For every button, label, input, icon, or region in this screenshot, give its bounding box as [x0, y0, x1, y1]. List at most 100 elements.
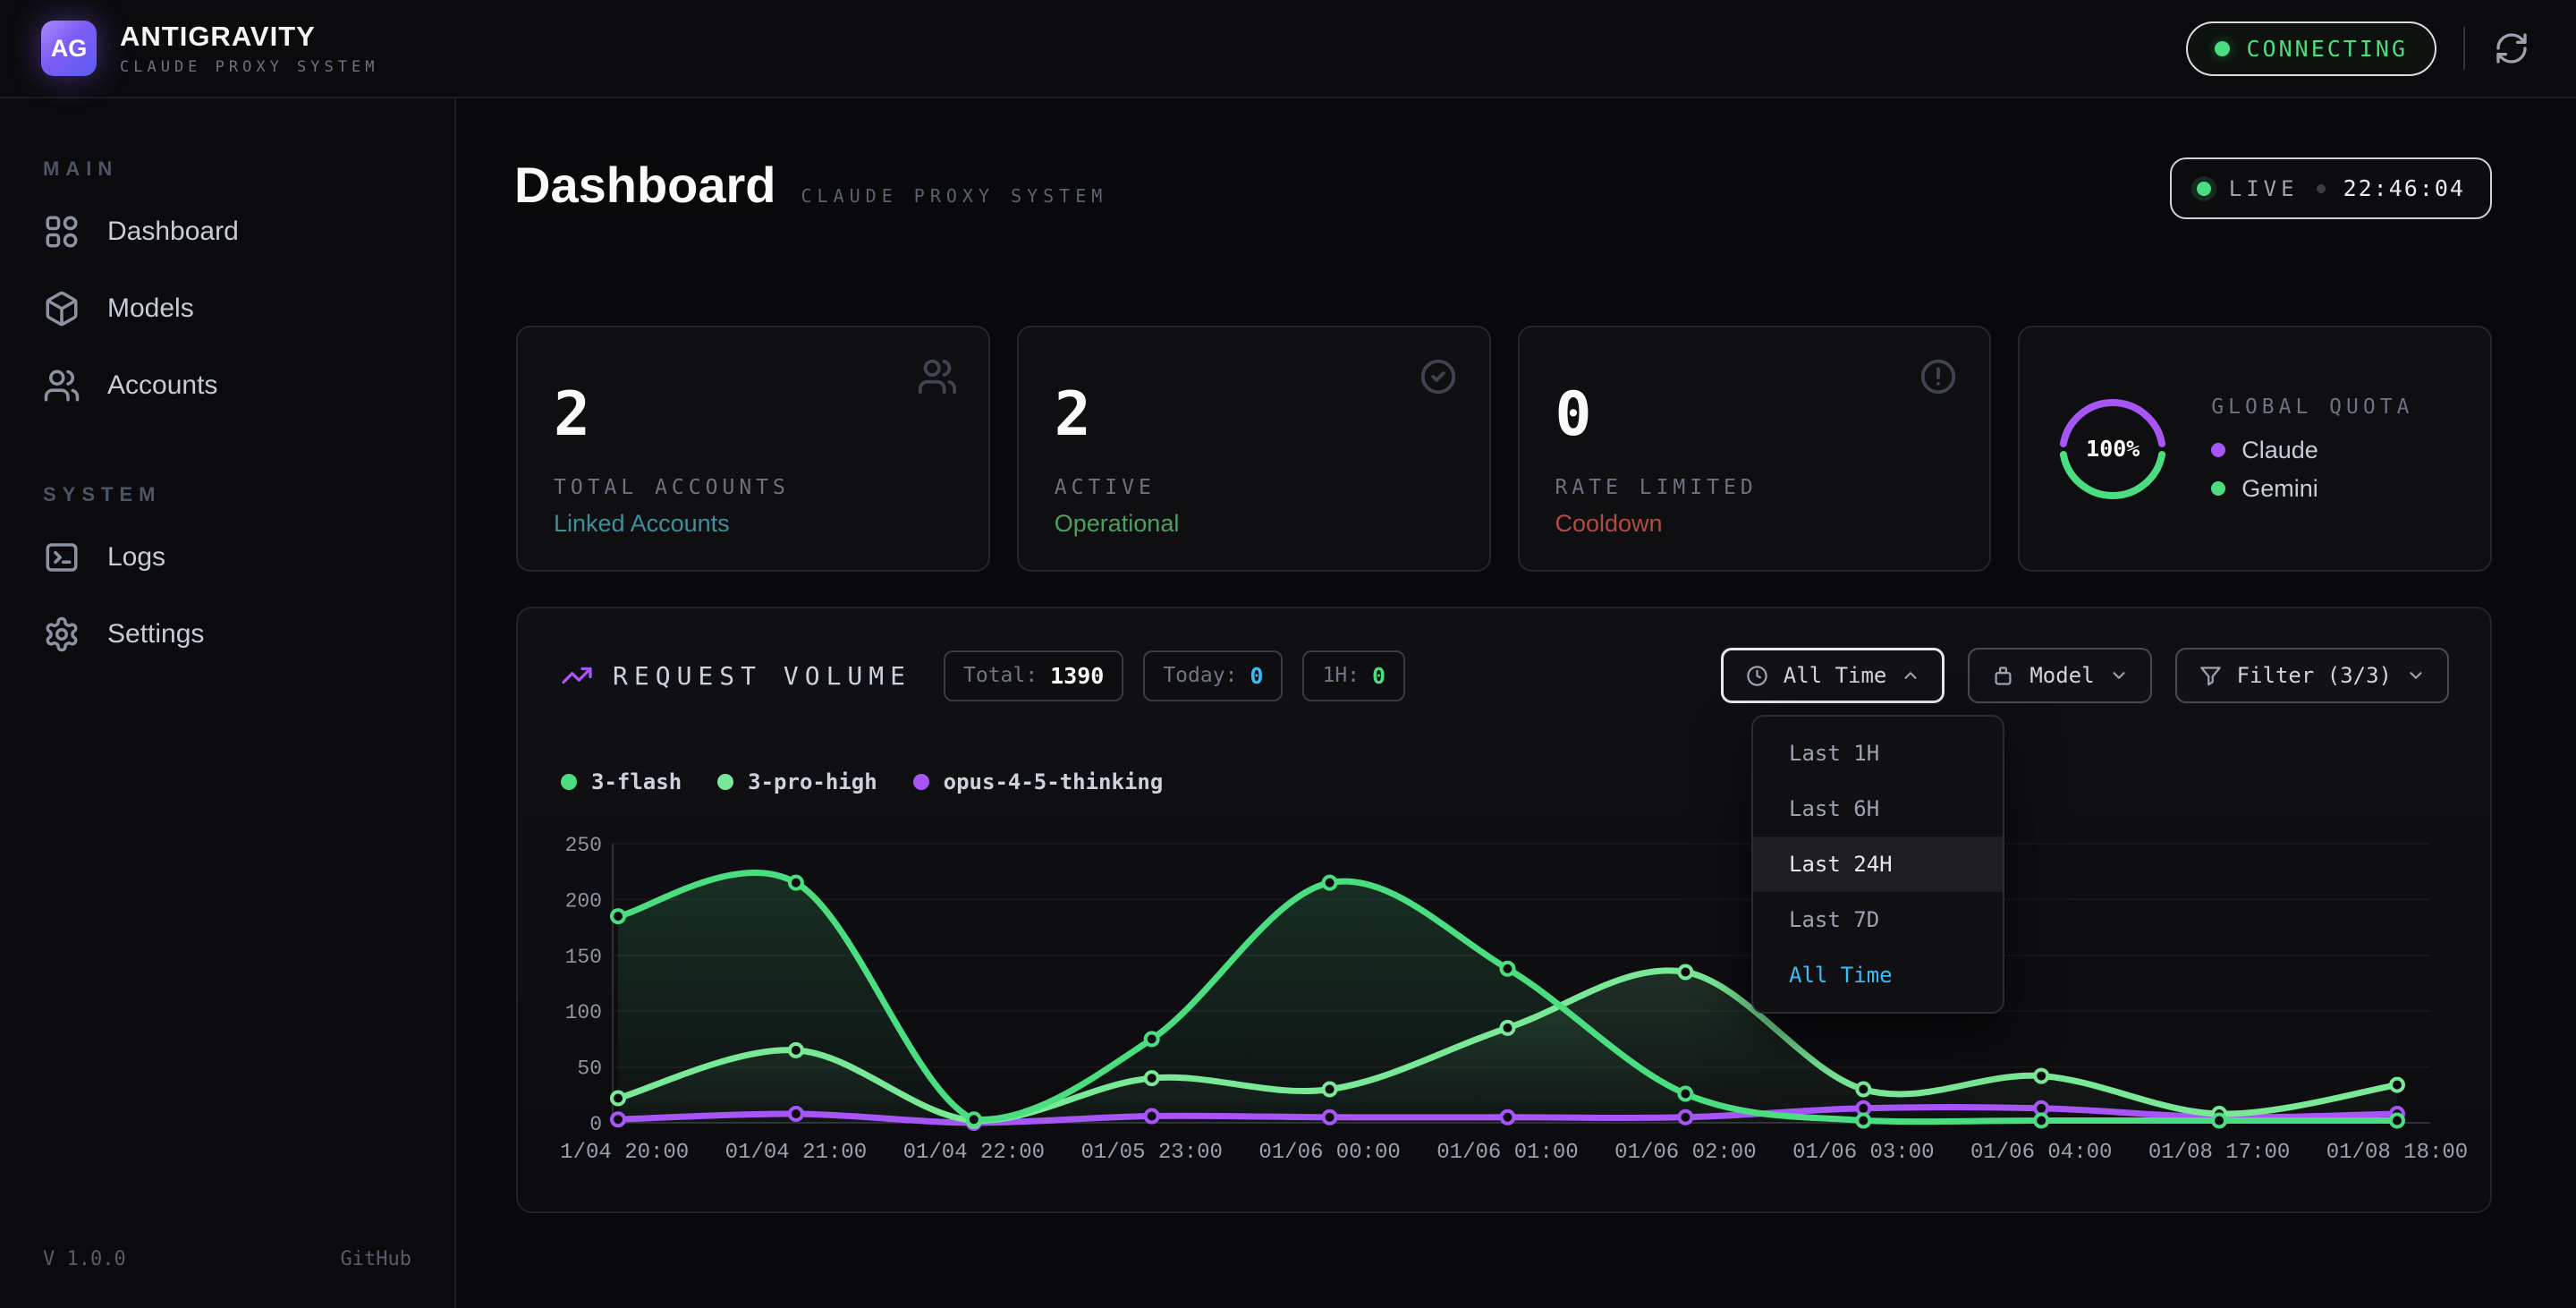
svg-text:150: 150 — [565, 946, 602, 969]
time-range-dropdown: Last 1H Last 6H Last 24H Last 7D All Tim… — [1751, 715, 2004, 1014]
stat-label: ACTIVE — [1055, 476, 1453, 499]
clock-icon — [1745, 664, 1769, 688]
app-header: AG ANTIGRAVITY CLAUDE PROXY SYSTEM CONNE… — [0, 0, 2576, 98]
live-clock: 22:46:04 — [2343, 175, 2465, 201]
request-volume-chart: 05010015020025001/04 20:0001/04 21:0001/… — [561, 825, 2479, 1183]
quota-label: GLOBAL QUOTA — [2211, 395, 2413, 419]
sidebar-item-label: Logs — [107, 542, 165, 573]
svg-text:200: 200 — [565, 889, 602, 913]
card-total-accounts: 2 TOTAL ACCOUNTS Linked Accounts — [516, 326, 990, 572]
legend-item-3-flash: 3-flash — [561, 769, 682, 794]
legend-label: 3-flash — [591, 769, 682, 794]
stat-value: 0 — [1555, 385, 1954, 446]
time-range-button[interactable]: All Time — [1721, 648, 1945, 703]
menu-item-all-time[interactable]: All Time — [1753, 947, 2003, 1003]
grid-icon — [43, 213, 80, 251]
panel-title: REQUEST VOLUME — [613, 661, 911, 691]
chip-value: 1390 — [1050, 663, 1104, 689]
sidebar-item-label: Models — [107, 293, 194, 324]
live-label: LIVE — [2229, 176, 2299, 201]
users-icon — [43, 367, 80, 404]
series-dot — [913, 774, 929, 790]
sidebar-item-accounts[interactable]: Accounts — [21, 347, 433, 424]
live-separator-dot — [2317, 184, 2326, 193]
sidebar-item-logs[interactable]: Logs — [21, 519, 433, 596]
stat-cards-row: 2 TOTAL ACCOUNTS Linked Accounts 2 ACTIV… — [516, 326, 2492, 551]
github-link[interactable]: GitHub — [341, 1248, 411, 1270]
model-filter-label: Model — [2029, 663, 2094, 688]
svg-text:01/08 17:00: 01/08 17:00 — [2148, 1141, 2290, 1165]
gemini-dot — [2211, 481, 2225, 496]
chip-label: Today: — [1163, 664, 1237, 687]
menu-item-last-6h[interactable]: Last 6H — [1753, 781, 2003, 837]
chevron-down-icon — [2406, 666, 2426, 685]
request-volume-panel: REQUEST VOLUME Total: 1390 Today: 0 1H: … — [516, 607, 2492, 1213]
svg-text:01/04 22:00: 01/04 22:00 — [903, 1141, 1045, 1165]
svg-text:01/06 01:00: 01/06 01:00 — [1436, 1141, 1578, 1165]
quota-legend-gemini: Gemini — [2211, 475, 2413, 503]
legend-label: 3-pro-high — [748, 769, 877, 794]
gear-icon — [43, 616, 80, 653]
filter-button[interactable]: Filter (3/3) — [2175, 648, 2449, 703]
quota-legend-label: Claude — [2241, 437, 2318, 464]
page-subtitle: CLAUDE PROXY SYSTEM — [801, 185, 1108, 207]
quota-donut: 100% — [2055, 392, 2170, 506]
live-status-badge: LIVE 22:46:04 — [2170, 157, 2492, 219]
sidebar-item-dashboard[interactable]: Dashboard — [21, 193, 433, 270]
app-title: ANTIGRAVITY — [120, 21, 378, 53]
svg-text:01/04 21:00: 01/04 21:00 — [725, 1141, 867, 1165]
sidebar-item-settings[interactable]: Settings — [21, 596, 433, 673]
live-dot — [2197, 182, 2211, 196]
stat-sublabel: Operational — [1055, 510, 1453, 538]
svg-text:01/08 18:00: 01/08 18:00 — [2326, 1141, 2468, 1165]
menu-item-last-24h[interactable]: Last 24H — [1753, 837, 2003, 892]
menu-item-last-1h[interactable]: Last 1H — [1753, 726, 2003, 781]
sidebar-section-main: MAIN — [43, 157, 454, 181]
stat-label: TOTAL ACCOUNTS — [554, 476, 953, 499]
version-label: V 1.0.0 — [43, 1248, 126, 1270]
model-filter-button[interactable]: Model — [1968, 648, 2151, 703]
quota-legend-label: Gemini — [2241, 475, 2318, 503]
sidebar-item-label: Dashboard — [107, 217, 239, 247]
cube-icon — [43, 290, 80, 327]
card-global-quota: 100% GLOBAL QUOTA Claude Gemini — [2018, 326, 2492, 572]
header-divider — [2463, 27, 2465, 70]
main-content: Dashboard CLAUDE PROXY SYSTEM LIVE 22:46… — [456, 98, 2576, 1308]
sidebar-item-label: Settings — [107, 619, 204, 650]
filter-label: Filter (3/3) — [2237, 663, 2392, 688]
total-chip: Total: 1390 — [944, 650, 1123, 701]
chevron-down-icon — [2109, 666, 2129, 685]
stat-value: 2 — [554, 385, 953, 446]
refresh-button[interactable] — [2492, 29, 2531, 68]
app-subtitle: CLAUDE PROXY SYSTEM — [120, 58, 378, 76]
stat-value: 2 — [1055, 385, 1453, 446]
chip-value: 0 — [1372, 663, 1385, 689]
chart-legend: 3-flash 3-pro-high opus-4-5-thinking — [561, 769, 1163, 794]
sidebar-item-label: Accounts — [107, 370, 217, 401]
svg-text:0: 0 — [589, 1113, 602, 1136]
sidebar-section-system: SYSTEM — [43, 483, 454, 506]
today-chip: Today: 0 — [1143, 650, 1283, 701]
chip-value: 0 — [1250, 663, 1263, 689]
terminal-icon — [43, 539, 80, 576]
app-logo: AG — [41, 21, 97, 76]
claude-dot — [2211, 443, 2225, 457]
quota-percent: 100% — [2055, 392, 2170, 506]
svg-text:100: 100 — [565, 1001, 602, 1024]
series-dot — [561, 774, 577, 790]
svg-text:01/06 02:00: 01/06 02:00 — [1614, 1141, 1756, 1165]
legend-label: opus-4-5-thinking — [944, 769, 1164, 794]
users-icon — [917, 356, 958, 397]
sidebar-item-models[interactable]: Models — [21, 270, 433, 347]
hour-chip: 1H: 0 — [1302, 650, 1405, 701]
svg-text:01/06 04:00: 01/06 04:00 — [1970, 1141, 2112, 1165]
sidebar: MAIN Dashboard Models Accounts SYSTEM Lo… — [0, 98, 456, 1308]
menu-item-last-7d[interactable]: Last 7D — [1753, 892, 2003, 947]
connection-status-label: CONNECTING — [2246, 36, 2408, 62]
card-rate-limited: 0 RATE LIMITED Cooldown — [1518, 326, 1992, 572]
quota-legend-claude: Claude — [2211, 437, 2413, 464]
refresh-icon — [2494, 30, 2529, 66]
connection-status-badge: CONNECTING — [2186, 21, 2436, 76]
svg-text:01/06 00:00: 01/06 00:00 — [1258, 1141, 1400, 1165]
alert-circle-icon — [1918, 356, 1959, 397]
